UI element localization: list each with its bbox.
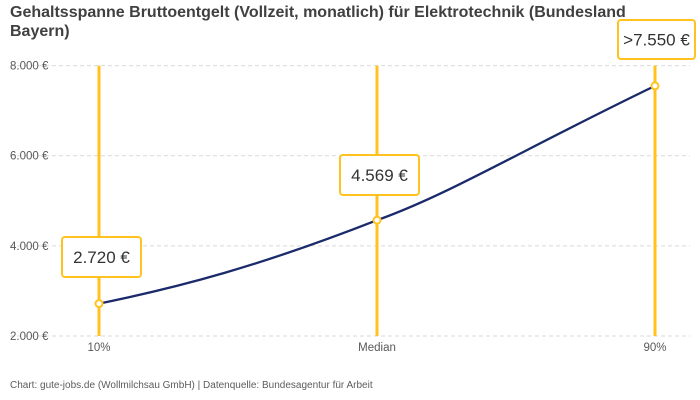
svg-text:Median: Median — [358, 342, 396, 354]
svg-text:2.000 €: 2.000 € — [10, 331, 49, 343]
svg-text:8.000 €: 8.000 € — [10, 61, 49, 73]
svg-text:90%: 90% — [643, 342, 666, 354]
svg-text:4.569 €: 4.569 € — [351, 166, 408, 185]
svg-text:6.000 €: 6.000 € — [10, 151, 49, 163]
svg-text:10%: 10% — [87, 342, 110, 354]
svg-text:>7.550 €: >7.550 € — [623, 31, 690, 50]
svg-text:4.000 €: 4.000 € — [10, 241, 49, 253]
svg-text:2.720 €: 2.720 € — [73, 248, 130, 267]
